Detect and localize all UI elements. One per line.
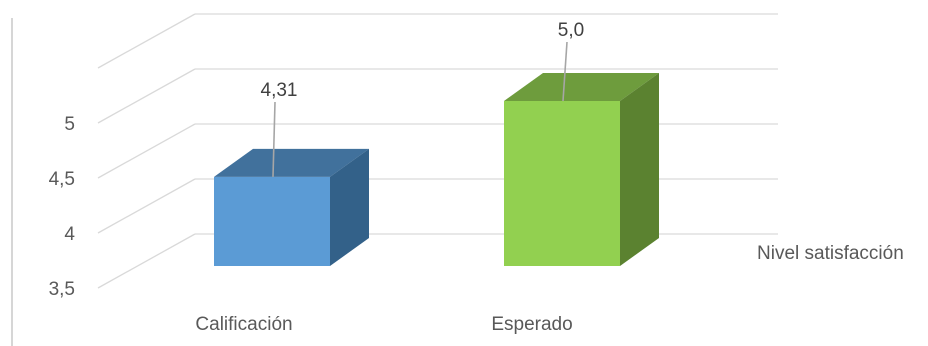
y-tick-label: 4 [64,224,75,245]
y-tick-label: 4,5 [49,169,75,190]
bars [214,73,659,266]
category-label: Calificación [195,314,292,335]
bar-front [504,101,620,266]
gridline-diagonal [97,13,196,69]
bar-top [214,148,369,177]
bar-top [504,73,659,101]
bar-side [620,73,659,266]
gridline-diagonal [97,233,196,289]
bar-front [214,176,330,266]
bar-side [330,148,369,266]
data-label-leader [562,41,568,102]
y-tick-label: 5 [64,114,75,135]
y-axis-ticks: 3,5 4 4,5 5 [49,114,76,300]
series-label: Nivel satisfacción [757,243,904,264]
data-labels: 4,31 5,0 [261,20,584,177]
gridline-diagonal [97,178,196,234]
gridline-diagonal [97,123,196,179]
data-label: 4,31 [261,80,298,101]
y-tick-label: 3,5 [49,279,75,300]
gridlines [11,13,778,346]
data-label-leader [272,101,276,177]
category-label: Esperado [491,314,572,335]
data-label: 5,0 [558,20,584,41]
category-labels: Calificación Esperado [195,314,572,335]
gridline-diagonal [97,68,196,124]
